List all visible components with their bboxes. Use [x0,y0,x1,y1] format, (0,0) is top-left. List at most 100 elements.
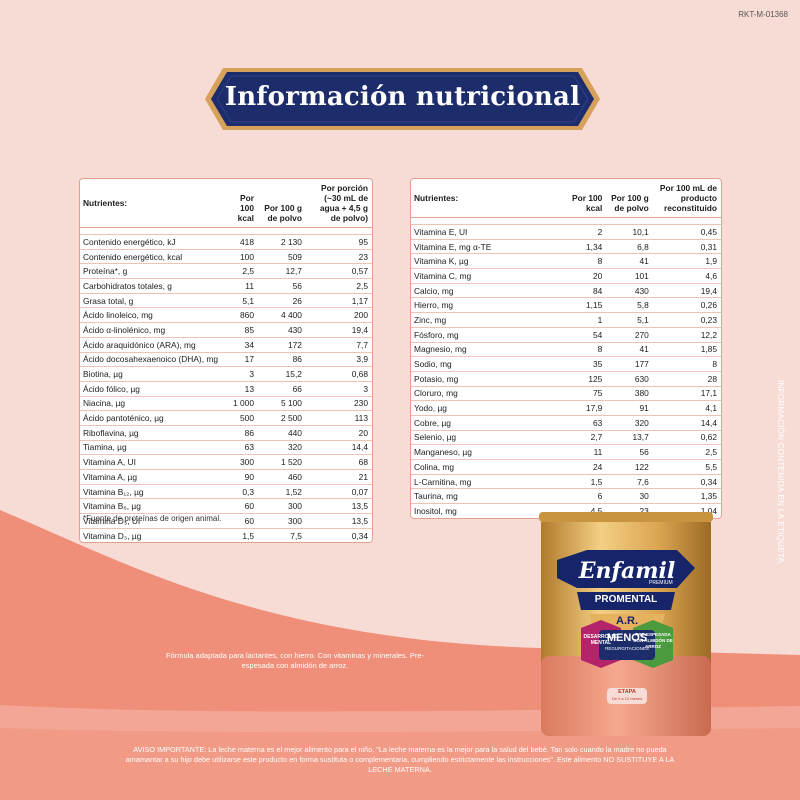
nutrient-value: 4,1 [652,400,721,416]
nutrient-value: 90 [222,469,258,485]
nutrient-value: 17,9 [566,400,607,416]
brand-logo: Enfamil [578,558,676,584]
nutrient-value: 13,7 [606,430,653,446]
table-row: Vitamina C, mg 20 101 4,6 [411,268,721,284]
nutrient-value: 11 [566,444,607,460]
nutrient-value: 6,8 [606,239,653,255]
nutrient-value: 63 [222,440,258,456]
nutrient-value: 320 [257,440,306,456]
table-row: Vitamina B₆, µg 60 300 13,5 [80,498,372,515]
nutrient-value: 13 [222,381,258,397]
nutrient-name: Ácido pantoténico, µg [80,410,222,426]
nutrient-value: 20 [305,425,372,441]
nutrient-name: Ácido araquidónico (ARA), mg [80,337,222,353]
nutrient-value: 1,04 [700,505,717,516]
nutrient-value: 860 [222,307,258,324]
nutrient-value: 5,1 [606,312,653,328]
brand-tier: PREMIUM [649,580,673,586]
table-row: Vitamina E, UI 2 10,1 0,45 [411,224,721,240]
nutrient-value: 300 [257,498,306,515]
nutrient-value: 86 [257,352,306,368]
column-header: Por 100 g de polvo [606,179,653,218]
table-row: Taurina, mg 6 30 1,35 [411,488,721,505]
nutrient-value: 13,5 [305,513,372,529]
nutrient-value: 113 [305,410,372,426]
nutrient-value: 230 [305,396,372,412]
nutrient-value: 19,4 [652,283,721,299]
nutrient-value: 12,7 [257,263,306,280]
nutrient-name: Sodio, mg [411,356,566,372]
nutrient-value: 0,07 [305,484,372,500]
nutrient-value: 5,1 [222,293,258,309]
nutrient-value: 8 [566,342,607,358]
nutrient-value: 2,5 [222,263,258,280]
table-row: Riboflavina, µg 86 440 20 [80,425,372,441]
nutrient-value: 300 [257,513,306,529]
nutrient-value: 200 [305,307,372,324]
nutrient-value: 270 [606,327,653,343]
nutrient-value: 7,7 [305,337,372,353]
nutrient-value: 380 [606,386,653,402]
nutrient-value: 1,52 [257,484,306,500]
nutrient-name: Vitamina C, mg [411,268,566,284]
nutrient-value: 300 [222,454,258,470]
page-title: Información nutricional [224,82,581,112]
nutrient-value: 500 [222,410,258,426]
table-row: Niacina, µg 1 000 5 100 230 [80,396,372,412]
nutrient-name: Inositol, mg [414,505,457,516]
nutrient-value: 0,45 [652,224,721,240]
column-header: Por 100 g de polvo [257,179,306,228]
nutrient-name: Vitamina D₃, µg [83,530,142,541]
nutrient-value: 17 [222,352,258,368]
nutrient-value: 26 [257,293,306,309]
table-row: Yodo, µg 17,9 91 4,1 [411,400,721,416]
nutrient-value: 56 [257,278,306,294]
stage-sub: De 0 a 12 meses [611,696,643,701]
nutrient-value: 84 [566,283,607,299]
product-can: Enfamil PREMIUM PROMENTAL A.R. DESARROLL… [537,510,715,740]
nutrient-value: 21 [305,469,372,485]
nutrient-name: Biotina, µg [80,366,222,382]
nutrient-value: 14,4 [652,415,721,431]
nutrient-value: 75 [566,386,607,402]
table-row: Sodio, mg 35 177 8 [411,356,721,372]
nutrient-value: 1,9 [652,253,721,270]
nutrient-value: 3 [222,366,258,382]
nutrient-value: 2 500 [257,410,306,426]
nutrient-value: 14,4 [305,440,372,456]
nutrient-value: 23 [305,249,372,265]
nutrient-name: Vitamina E, UI [411,224,566,240]
table-row: Vitamina A, µg 90 460 21 [80,469,372,485]
nutrient-value: 101 [606,268,653,284]
nutrient-value: 2,5 [305,278,372,294]
important-notice: AVISO IMPORTANTE: La leche materna es el… [125,745,675,774]
nutrient-name: Proteína*, g [80,263,222,280]
title-banner: Información nutricional [205,68,600,130]
nutrient-name: Carbohidratos totales, g [80,278,222,294]
nutrient-value: 3,9 [305,352,372,368]
nutrient-value: 91 [606,400,653,416]
nutrient-value: 122 [606,459,653,475]
nutrient-value: 24 [566,459,607,475]
nutrient-value: 460 [257,469,306,485]
nutrient-value: 63 [566,415,607,431]
nutrient-value: 1,5 [242,530,254,541]
nutrient-value: 172 [257,337,306,353]
table-row: Vitamina D₃, UI 60 300 13,5 [80,513,372,529]
nutrient-value: 41 [606,253,653,270]
nutrient-value: 8 [652,356,721,372]
nutrient-name: Potasio, mg [411,371,566,387]
nutrient-name: Vitamina D₃, UI [80,513,222,529]
nutrient-value: 430 [257,322,306,338]
nutrient-name: Selenio, µg [411,430,566,446]
table-row: Ácido linoleico, mg 860 4 400 200 [80,307,372,324]
nutrient-value: 56 [606,444,653,460]
nutrient-value: 68 [305,454,372,470]
nutrient-name: Ácido docosahexaenoico (DHA), mg [80,352,222,368]
nutrient-name: Vitamina A, µg [80,469,222,485]
table-row: Contenido energético, kcal 100 509 23 [80,249,372,265]
nutrient-value: 0,23 [652,312,721,328]
table-row: L-Carnitina, mg 1,5 7,6 0,34 [411,474,721,490]
nutrient-name: Niacina, µg [80,396,222,412]
nutrient-value: 54 [566,327,607,343]
